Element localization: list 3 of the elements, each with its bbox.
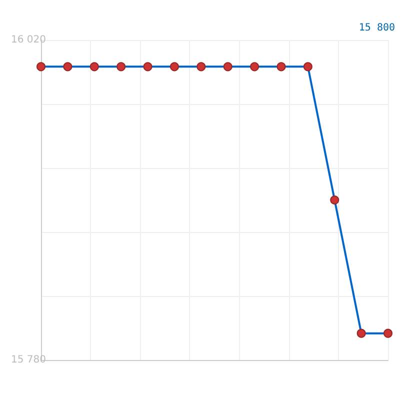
text: 15 800 [358, 22, 395, 34]
y-tick-label: 15 780 [11, 354, 46, 366]
y-tick-label: 16 020 [11, 34, 46, 46]
